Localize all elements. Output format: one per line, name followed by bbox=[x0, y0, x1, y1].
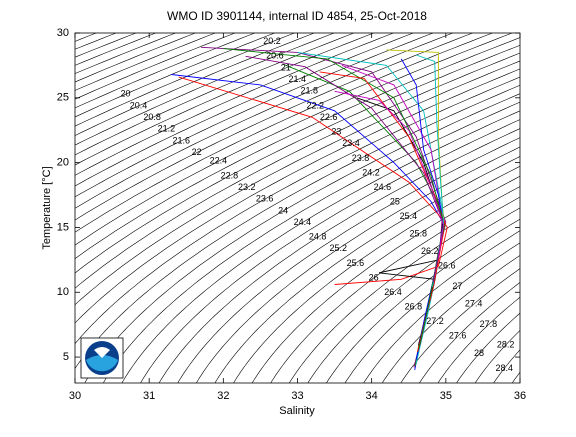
isopycnal-label: 26.4 bbox=[384, 287, 402, 297]
isopycnal-label: 24.8 bbox=[309, 232, 327, 242]
isopycnal-label: 22.2 bbox=[306, 100, 324, 110]
isopycnal-label: 23.2 bbox=[238, 182, 256, 192]
isopycnal-label: 20.8 bbox=[143, 112, 161, 122]
isopycnal-label: 25 bbox=[390, 197, 400, 207]
x-tick-label: 30 bbox=[69, 390, 81, 402]
isopycnal-label: 22.4 bbox=[210, 156, 228, 166]
chart-title: WMO ID 3901144, internal ID 4854, 25-Oct… bbox=[167, 9, 427, 23]
isopycnal-label: 21.6 bbox=[172, 135, 190, 145]
y-tick-label: 5 bbox=[63, 351, 69, 363]
isopycnal-label: 26.8 bbox=[405, 302, 423, 312]
isopycnal-label: 28.2 bbox=[497, 339, 515, 349]
isopycnal-label: 25.6 bbox=[347, 258, 365, 268]
isopycnal-label: 25.4 bbox=[400, 211, 418, 221]
isopycnal-label: 27.6 bbox=[449, 331, 467, 341]
x-tick-label: 36 bbox=[514, 390, 526, 402]
isopycnal-label: 27.8 bbox=[480, 319, 498, 329]
x-tick-label: 33 bbox=[291, 390, 303, 402]
isopycnal-label: 26 bbox=[369, 272, 379, 282]
isopycnal-label: 20 bbox=[120, 89, 130, 99]
isopycnal-label: 28 bbox=[474, 348, 484, 358]
isopycnal-label: 24.6 bbox=[374, 182, 392, 192]
x-axis-label: Salinity bbox=[279, 405, 315, 417]
isopycnal-label: 23 bbox=[331, 127, 341, 137]
isopycnal-label: 21.4 bbox=[288, 74, 306, 84]
x-tick-label: 35 bbox=[440, 390, 452, 402]
isopycnal-label: 21.8 bbox=[300, 86, 318, 96]
isopycnal-label: 20.6 bbox=[266, 51, 284, 61]
isopycnal-label: 21.2 bbox=[158, 124, 176, 134]
isopycnal-label: 28.4 bbox=[496, 363, 514, 373]
isopycnal-label: 24 bbox=[278, 205, 288, 215]
y-tick-label: 20 bbox=[57, 157, 69, 169]
y-tick-label: 30 bbox=[57, 27, 69, 39]
isopycnal-label: 24.2 bbox=[362, 167, 380, 177]
isopycnal-label: 22 bbox=[192, 147, 202, 157]
isopycnal-label: 26.2 bbox=[421, 246, 439, 256]
isopycnal-label: 27 bbox=[452, 281, 462, 291]
isopycnal-label: 20.2 bbox=[263, 36, 281, 46]
y-tick-label: 15 bbox=[57, 221, 69, 233]
isopycnal-label: 21 bbox=[281, 62, 291, 72]
isopycnal-label: 24.4 bbox=[294, 217, 312, 227]
isopycnal-label: 22.8 bbox=[221, 170, 239, 180]
isopycnal-label: 20.4 bbox=[130, 100, 148, 110]
x-tick-label: 32 bbox=[217, 390, 229, 402]
y-tick-label: 25 bbox=[57, 92, 69, 104]
isopycnal-label: 27.4 bbox=[465, 299, 483, 309]
isopycnal-label: 23.8 bbox=[352, 153, 370, 163]
isopycnal-label: 23.6 bbox=[256, 194, 274, 204]
y-axis-label: Temperature [°C] bbox=[41, 166, 53, 249]
isopycnal-label: 26.6 bbox=[438, 261, 456, 271]
isopycnal-label: 25.8 bbox=[410, 229, 428, 239]
isopycnal-label: 27.2 bbox=[426, 316, 444, 326]
y-tick-label: 10 bbox=[57, 286, 69, 298]
isopycnal-label: 22.6 bbox=[320, 112, 338, 122]
isopycnal-label: 23.4 bbox=[342, 138, 360, 148]
x-tick-label: 31 bbox=[143, 390, 155, 402]
isopycnal-label: 25.2 bbox=[329, 243, 347, 253]
x-tick-label: 34 bbox=[366, 390, 378, 402]
noaa-logo bbox=[81, 338, 123, 378]
